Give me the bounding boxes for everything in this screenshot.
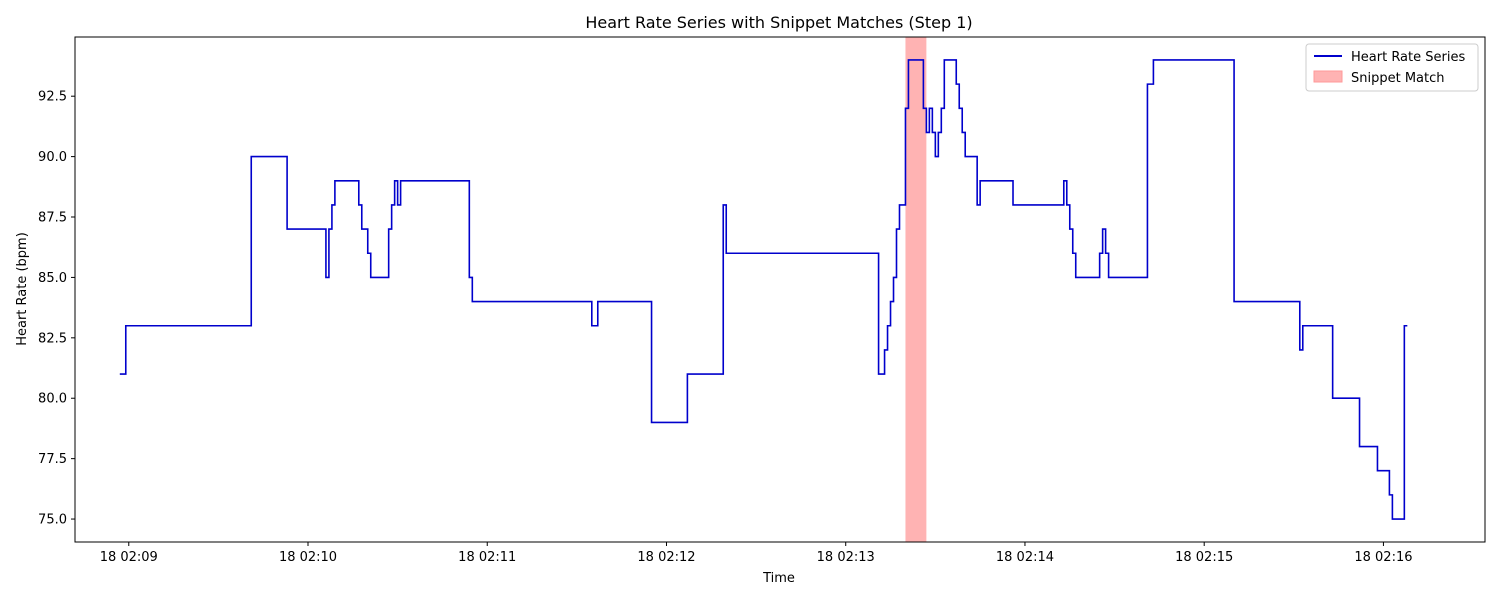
x-tick-label: 18 02:11 bbox=[458, 550, 516, 565]
y-tick-label: 77.5 bbox=[38, 452, 67, 467]
legend: Heart Rate Series Snippet Match bbox=[1305, 43, 1479, 92]
y-axis: 75.0 77.5 80.0 82.5 85.0 87.5 90.0 92.5 bbox=[38, 90, 75, 528]
y-tick-label: 87.5 bbox=[38, 211, 67, 226]
legend-label-snippet-match: Snippet Match bbox=[1351, 71, 1445, 86]
series-layer bbox=[119, 59, 1408, 520]
y-tick-label: 85.0 bbox=[38, 271, 67, 286]
x-tick-label: 18 02:09 bbox=[100, 550, 158, 565]
x-axis: 18 02:09 18 02:10 18 02:11 18 02:12 18 02:13… bbox=[100, 542, 1413, 565]
x-tick-label: 18 02:12 bbox=[637, 550, 695, 565]
snippet-match-span bbox=[905, 37, 927, 542]
x-tick-label: 18 02:10 bbox=[279, 550, 337, 565]
heart-rate-series-line bbox=[119, 59, 1408, 520]
x-tick-label: 18 02:13 bbox=[817, 550, 875, 565]
legend-box bbox=[1305, 43, 1479, 92]
y-tick-label: 80.0 bbox=[38, 392, 67, 407]
legend-patch-swatch bbox=[1313, 70, 1343, 83]
legend-label-heart-rate-series: Heart Rate Series bbox=[1351, 50, 1465, 65]
x-tick-label: 18 02:14 bbox=[996, 550, 1054, 565]
plot-area bbox=[74, 36, 1486, 543]
plot-frame bbox=[74, 36, 1486, 543]
y-tick-label: 92.5 bbox=[38, 90, 67, 105]
x-tick-label: 18 02:16 bbox=[1354, 550, 1412, 565]
y-tick-label: 75.0 bbox=[38, 513, 67, 528]
x-tick-label: 18 02:15 bbox=[1175, 550, 1233, 565]
y-axis-label: Heart Rate (bpm) bbox=[15, 232, 30, 346]
chart-title: Heart Rate Series with Snippet Matches (… bbox=[585, 13, 972, 32]
y-tick-label: 90.0 bbox=[38, 150, 67, 165]
snippet-match-layer bbox=[905, 37, 927, 542]
x-axis-label: Time bbox=[762, 571, 795, 586]
y-tick-label: 82.5 bbox=[38, 331, 67, 346]
